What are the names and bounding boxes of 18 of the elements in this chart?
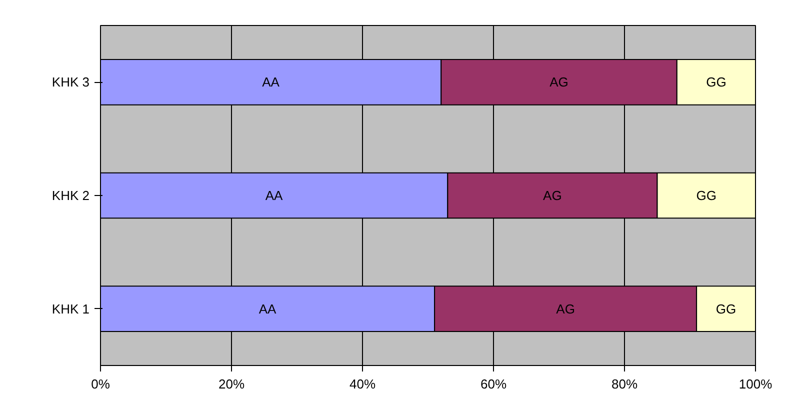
text: AA [262, 74, 280, 90]
x-tick-label: 100% [738, 376, 773, 392]
x-tick-label: 40% [349, 376, 376, 392]
text: GG [716, 301, 736, 316]
x-tick-label: 80% [611, 376, 638, 392]
y-tick-label: KHK 3 [52, 74, 90, 90]
series-label: GG [696, 188, 716, 203]
series-label: AA [265, 188, 284, 203]
y-tick-label: KHK 1 [52, 301, 90, 316]
text: GG [706, 74, 726, 90]
text: AG [550, 74, 568, 90]
text: AA [258, 301, 276, 316]
y-tick-label: KHK 2 [52, 188, 90, 203]
text: AG [556, 301, 575, 316]
x-tick-label: 0% [91, 376, 110, 392]
x-tick-label: 20% [218, 376, 245, 392]
x-tick-label: 60% [480, 376, 507, 392]
series-label: AG [543, 188, 562, 203]
